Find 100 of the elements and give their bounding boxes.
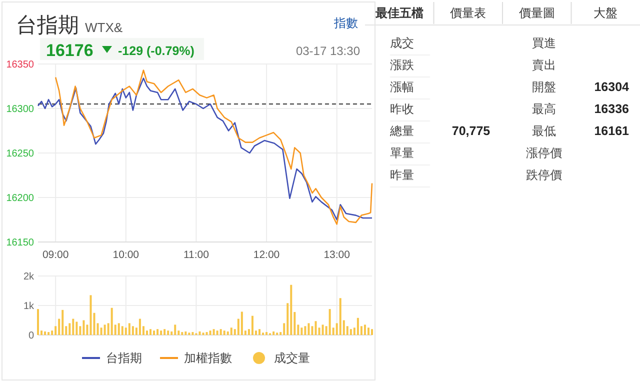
- bar: [156, 329, 159, 335]
- bar: [132, 326, 134, 335]
- bar: [104, 324, 106, 335]
- bar: [68, 323, 71, 335]
- bar: [167, 330, 170, 335]
- text: 16161: [594, 124, 629, 138]
- y-tick-label: 1k: [23, 301, 35, 312]
- y-tick-label: 16250: [6, 148, 34, 160]
- bar: [290, 284, 292, 335]
- bar: [118, 323, 120, 335]
- bar: [272, 331, 275, 335]
- bar: [230, 328, 232, 335]
- bar: [216, 330, 218, 335]
- y-tick-label: 0: [28, 330, 34, 342]
- y-tick-label: 2k: [23, 272, 35, 282]
- bar: [40, 330, 43, 335]
- bar: [234, 329, 236, 335]
- category-label: 最高: [532, 102, 556, 116]
- category-label: 單量: [390, 146, 414, 160]
- bar: [51, 330, 54, 335]
- bar: [174, 324, 176, 335]
- bar: [153, 330, 156, 335]
- y-tick-label: 16350: [6, 60, 34, 70]
- text: 最佳五檔: [374, 6, 424, 20]
- bar: [346, 326, 348, 335]
- bar: [364, 324, 366, 335]
- bar: [100, 328, 102, 335]
- bar: [322, 324, 324, 335]
- x-tick-label: 10:00: [112, 249, 140, 261]
- bar: [339, 298, 342, 335]
- bar: [220, 329, 222, 335]
- bar: [314, 321, 317, 335]
- bar: [328, 309, 331, 335]
- bar: [62, 310, 64, 335]
- bar: [342, 320, 345, 335]
- bar: [206, 332, 208, 335]
- bar: [124, 328, 127, 335]
- bar: [150, 329, 152, 335]
- bar: [198, 331, 201, 335]
- bar: [223, 330, 226, 335]
- text: 16304: [594, 80, 629, 94]
- bar: [212, 329, 215, 335]
- bar: [160, 330, 162, 335]
- bar: [128, 323, 130, 335]
- bar: [280, 332, 282, 335]
- bar: [170, 331, 173, 335]
- bar: [318, 328, 320, 335]
- bar: [65, 326, 68, 335]
- bar: [96, 323, 99, 335]
- bar: [304, 326, 306, 335]
- bar: [356, 318, 359, 335]
- bar: [350, 329, 352, 335]
- x-tick-label: 13:00: [324, 249, 350, 261]
- bar: [114, 324, 116, 335]
- bar: [164, 329, 166, 335]
- bar: [72, 318, 74, 335]
- bar: [107, 323, 110, 335]
- bar: [251, 316, 254, 335]
- bar: [244, 330, 246, 335]
- bar: [121, 326, 124, 335]
- x-tick-label: 11:00: [183, 249, 210, 261]
- category-label: 賣出: [532, 58, 556, 72]
- category-label: 成交: [390, 36, 414, 50]
- bar: [294, 312, 296, 335]
- text: 價量表: [450, 6, 486, 20]
- chart-title: 台指期: [16, 14, 79, 37]
- legend-label: 成交量: [274, 351, 310, 365]
- category-label: 最低: [532, 124, 556, 138]
- y-tick-label: 16150: [6, 238, 34, 248]
- bar: [254, 330, 257, 335]
- bar: [58, 318, 60, 335]
- bar: [79, 326, 82, 335]
- bar: [237, 318, 240, 335]
- bar: [48, 332, 50, 335]
- bar: [325, 326, 328, 335]
- bar: [181, 332, 184, 335]
- bar: [86, 324, 88, 335]
- category-label: 昨量: [390, 168, 414, 182]
- bar: [332, 328, 334, 335]
- bar: [367, 328, 370, 335]
- bar: [371, 329, 373, 335]
- category-label: 漲跌: [390, 58, 414, 72]
- category-label: 昨收: [390, 102, 414, 116]
- legend-label: 台指期: [106, 351, 142, 365]
- bar: [146, 330, 148, 335]
- category-label: 開盤: [532, 80, 556, 94]
- x-tick-label: 12:00: [253, 249, 280, 261]
- bar: [286, 303, 289, 335]
- bar: [360, 326, 362, 335]
- bar: [336, 323, 338, 335]
- text: 大盤: [594, 6, 618, 20]
- text: -129 (-0.79%): [118, 44, 194, 58]
- x-tick-label: 09:00: [42, 249, 69, 261]
- bar: [138, 318, 141, 335]
- text: 70,775: [452, 124, 490, 138]
- bar: [353, 328, 356, 335]
- bar: [226, 331, 229, 335]
- bar: [82, 320, 85, 335]
- y-tick-label: 16200: [6, 193, 34, 204]
- bar: [248, 329, 250, 335]
